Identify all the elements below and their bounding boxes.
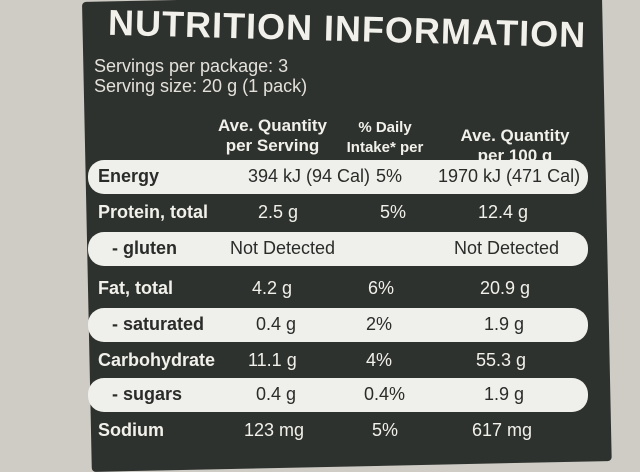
row-gluten: - gluten Not Detected Not Detected xyxy=(88,232,588,266)
row-saturated: - saturated 0.4 g 2% 1.9 g xyxy=(88,308,588,342)
row-per-serving: 0.4 g xyxy=(256,384,297,404)
row-daily-intake: 5% xyxy=(372,420,399,440)
row-sugars: - sugars 0.4 g 0.4% 1.9 g xyxy=(88,378,588,412)
row-per-serving: 123 mg xyxy=(244,420,305,440)
row-per-serving: 11.1 g xyxy=(248,350,297,370)
row-per-serving: 2.5 g xyxy=(258,202,299,222)
row-label: Protein, total xyxy=(98,202,209,222)
row-per-100g: 12.4 g xyxy=(478,202,529,222)
row-daily-intake: 6% xyxy=(368,278,395,298)
row-label: - gluten xyxy=(112,238,177,258)
row-per-100g: 55.3 g xyxy=(476,350,527,370)
row-label: Sodium xyxy=(98,420,164,440)
row-daily-intake: 4% xyxy=(366,350,393,370)
header-per-serving: Ave. Quantity per Serving xyxy=(218,116,327,155)
row-carbohydrate: Carbohydrate 11.1 g 4% 55.3 g xyxy=(88,344,588,378)
row-per-100g: 1.9 g xyxy=(484,384,525,404)
row-daily-intake: 0.4% xyxy=(364,384,406,404)
row-per-serving: Not Detected xyxy=(230,238,336,258)
row-label: Carbohydrate xyxy=(98,350,216,370)
row-per-serving: 394 kJ (94 Cal) xyxy=(248,166,371,186)
row-band xyxy=(88,232,588,266)
row-band xyxy=(88,378,588,412)
row-fat: Fat, total 4.2 g 6% 20.9 g xyxy=(88,272,588,306)
row-energy: Energy 394 kJ (94 Cal) 5% 1970 kJ (471 C… xyxy=(88,160,588,194)
row-per-100g: 1.9 g xyxy=(484,314,525,334)
row-label: - sugars xyxy=(112,384,183,404)
row-per-100g: 617 mg xyxy=(472,420,533,440)
row-per-serving: 4.2 g xyxy=(252,278,293,298)
row-band xyxy=(88,160,588,194)
row-protein: Protein, total 2.5 g 5% 12.4 g xyxy=(88,196,588,230)
row-label: - saturated xyxy=(112,314,205,334)
row-daily-intake: 5% xyxy=(380,202,407,222)
row-per-100g: Not Detected xyxy=(454,238,560,258)
serving-size: Serving size: 20 g (1 pack) xyxy=(94,76,308,96)
row-daily-intake: 5% xyxy=(376,166,403,186)
row-per-100g: 1970 kJ (471 Cal) xyxy=(438,166,581,186)
row-per-100g: 20.9 g xyxy=(480,278,531,298)
row-per-serving: 0.4 g xyxy=(256,314,297,334)
row-band xyxy=(88,308,588,342)
row-label: Fat, total xyxy=(98,278,173,298)
servings-per-package: Servings per package: 3 xyxy=(94,56,289,76)
row-sodium: Sodium 123 mg 5% 617 mg xyxy=(88,414,588,448)
row-label: Energy xyxy=(98,166,160,186)
row-daily-intake: 2% xyxy=(366,314,393,334)
